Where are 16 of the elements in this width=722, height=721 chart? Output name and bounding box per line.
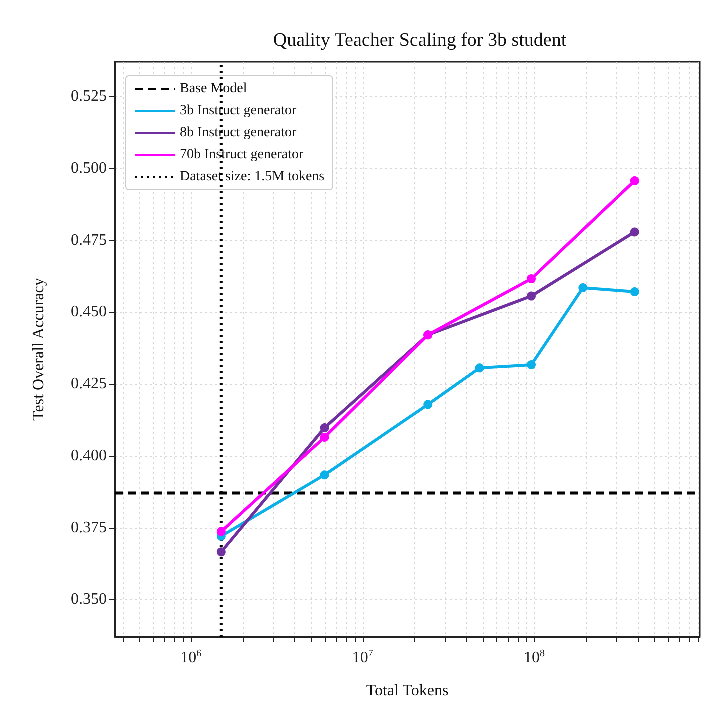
y-tick-label: 0.350 — [71, 591, 107, 608]
y-tick-label: 0.400 — [71, 447, 107, 464]
x-axis-title: Total Tokens — [366, 682, 449, 700]
y-axis-title: Test Overall Accuracy — [30, 278, 48, 421]
y-tick-label: 0.425 — [71, 376, 107, 392]
legend-label: Base Model — [180, 82, 248, 96]
ref-line-label: Dataset size: 1.5M tokens — [180, 170, 325, 184]
y-tick-label: 0.375 — [71, 519, 107, 536]
legend-label: 3b Instruct generator — [180, 104, 297, 118]
legend-label: 70b Instruct generator — [180, 148, 304, 162]
chart-title: Quality Teacher Scaling for 3b student — [273, 30, 568, 51]
y-tick-label: 0.525 — [71, 88, 107, 105]
y-tick-label: 0.475 — [71, 232, 107, 249]
legend-label: 8b Instruct generator — [180, 126, 297, 140]
y-tick-label: 0.500 — [71, 160, 107, 177]
y-tick-label: 0.450 — [71, 304, 107, 321]
